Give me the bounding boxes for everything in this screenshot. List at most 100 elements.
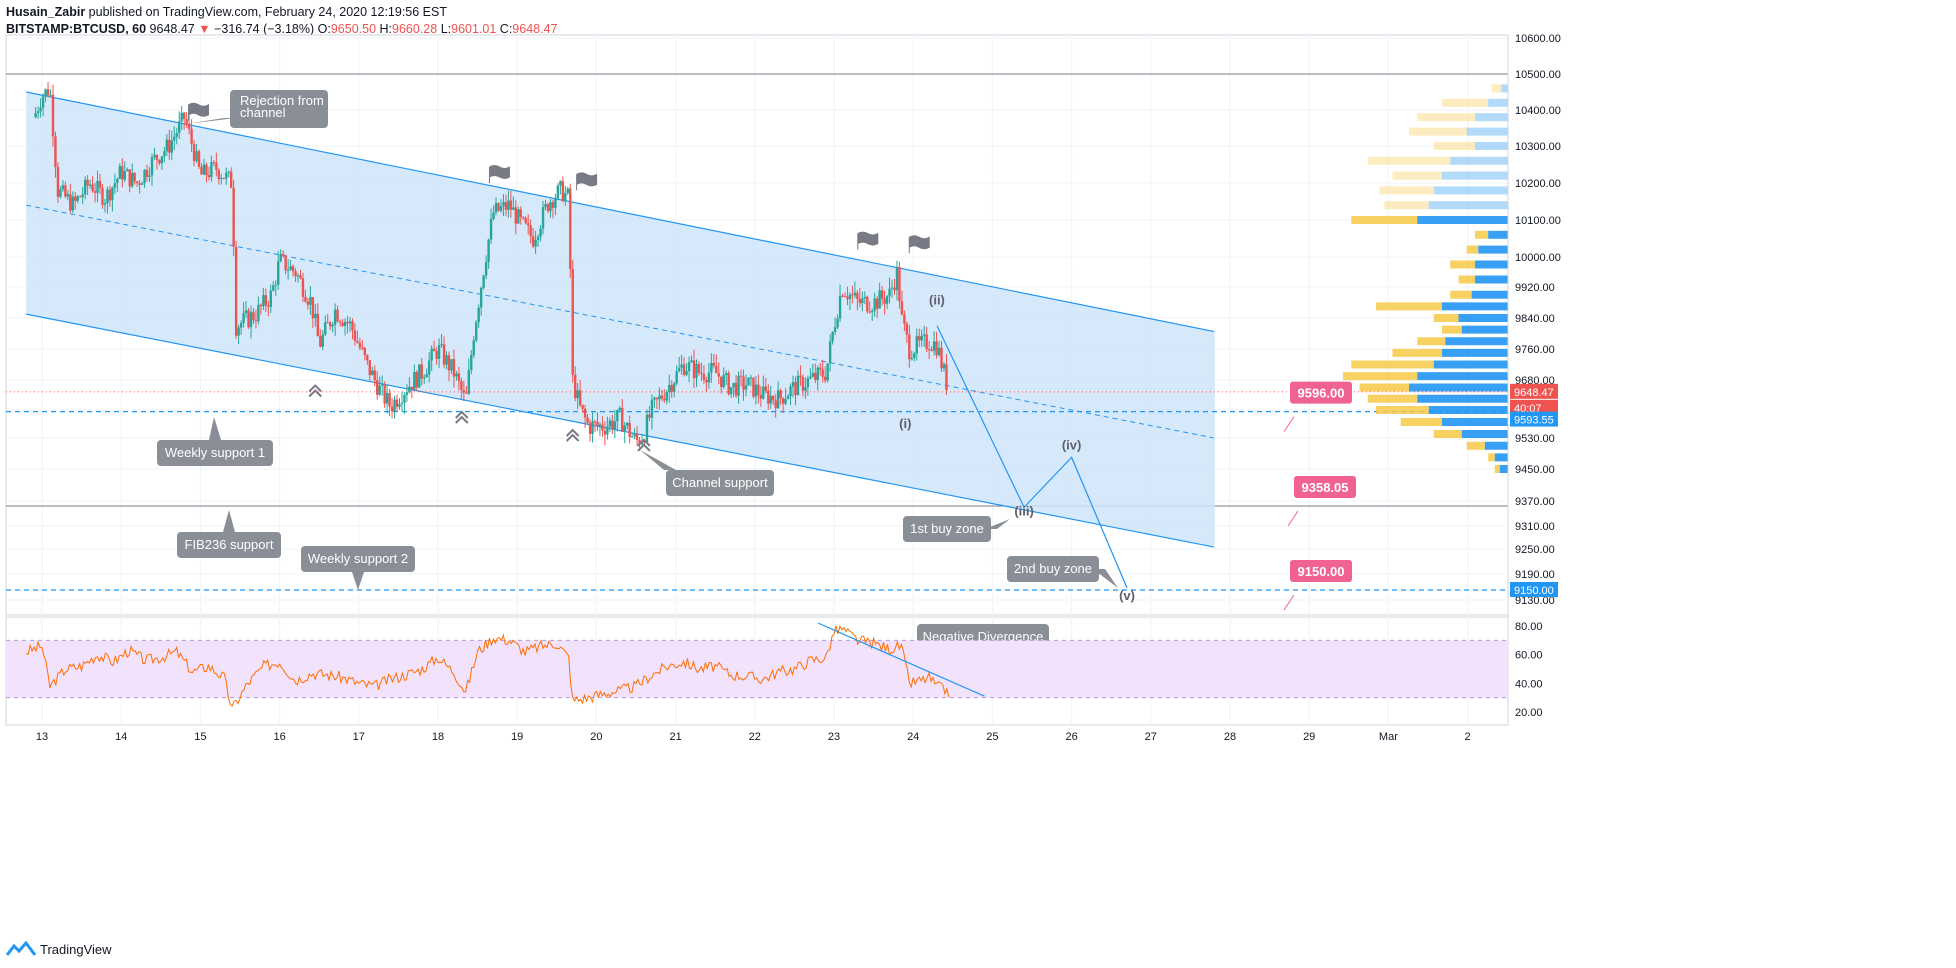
callout-pointer xyxy=(985,519,1010,529)
symbol-label[interactable]: BITSTAMP:BTCUSD, 60 xyxy=(6,22,147,36)
price-tick: 9450.00 xyxy=(1515,464,1555,476)
candle-body xyxy=(284,255,287,271)
candle-body xyxy=(616,409,619,422)
time-tick: 19 xyxy=(511,731,523,743)
candle-body xyxy=(296,275,300,277)
candle-body xyxy=(420,364,423,379)
candle-body xyxy=(215,162,218,170)
price-tag-pointer xyxy=(1287,510,1299,527)
candle-body xyxy=(789,386,792,397)
author-name[interactable]: Husain_Zabir xyxy=(6,5,86,19)
candle-body xyxy=(155,154,159,160)
volume-profile-bar-down xyxy=(1458,275,1475,284)
candle-body xyxy=(645,414,649,443)
candle-body xyxy=(670,384,673,392)
candle-body xyxy=(351,321,354,331)
candle-body xyxy=(559,181,562,186)
candle-body xyxy=(410,386,414,390)
channel-fill xyxy=(26,92,1215,548)
volume-profile-bar-down xyxy=(1475,230,1489,239)
candle-body xyxy=(81,194,84,198)
candle-body xyxy=(103,203,107,205)
rsi-line xyxy=(26,624,950,708)
channel-mid-line xyxy=(26,204,1215,439)
volume-profile-bar-down xyxy=(1442,325,1462,334)
candle-body xyxy=(623,425,626,432)
brand-name[interactable]: TradingView xyxy=(40,941,112,957)
candle-body xyxy=(700,372,703,374)
candle-body xyxy=(445,355,448,365)
candle-body xyxy=(519,209,522,218)
volume-profile-bar-up xyxy=(1442,348,1508,357)
candle-body xyxy=(663,398,666,401)
double-chevron-icon xyxy=(455,410,469,424)
candle-body xyxy=(371,370,374,376)
candle-body xyxy=(294,271,297,277)
candle-body xyxy=(816,367,819,381)
candle-body xyxy=(232,187,235,247)
divergence-line xyxy=(817,622,985,697)
candle-body xyxy=(499,206,503,211)
candle-body xyxy=(826,363,829,381)
candle-body xyxy=(673,383,676,392)
candle-body xyxy=(705,379,708,383)
candle-body xyxy=(650,399,654,418)
price-tag-text: 9596.00 xyxy=(1298,386,1345,401)
candle-body xyxy=(625,423,629,426)
candle-body xyxy=(883,298,886,304)
candle-body xyxy=(742,376,745,390)
candle-body xyxy=(281,254,285,256)
candle-body xyxy=(932,341,936,351)
candle-body xyxy=(229,171,233,188)
candle-body xyxy=(237,327,240,336)
publish-line: Husain_Zabir published on TradingView.co… xyxy=(6,4,557,21)
candle-body xyxy=(239,322,243,328)
candle-body xyxy=(546,203,550,212)
close-label: C: xyxy=(499,22,513,36)
callout-box xyxy=(903,516,991,542)
candle-body xyxy=(831,331,834,342)
candle-body xyxy=(890,287,894,289)
candle-body xyxy=(170,140,173,153)
wave-label-2: (ii) xyxy=(929,292,945,307)
candle-body xyxy=(918,336,921,341)
candle-body xyxy=(846,296,849,300)
candle-body xyxy=(687,362,691,372)
candle-body xyxy=(618,407,621,410)
price-tick: 9920.00 xyxy=(1515,282,1555,294)
candle-body xyxy=(900,301,904,315)
candle-body xyxy=(544,203,547,207)
candle-body xyxy=(895,266,899,291)
candles xyxy=(34,81,948,449)
candle-body xyxy=(484,261,488,276)
candle-body xyxy=(875,298,879,309)
callout-text-5: Channel support xyxy=(672,475,768,490)
candle-body xyxy=(83,179,87,195)
candle-body xyxy=(363,347,367,356)
candle-body xyxy=(635,434,639,440)
candle-body xyxy=(744,385,748,390)
candle-body xyxy=(571,268,574,375)
candle-body xyxy=(749,377,753,379)
candle-body xyxy=(69,194,72,211)
candle-body xyxy=(809,376,812,379)
open-label: O: xyxy=(317,22,331,36)
time-tick: 17 xyxy=(353,731,365,743)
candle-body xyxy=(843,295,847,297)
candle-body xyxy=(405,392,409,395)
candle-body xyxy=(195,151,198,162)
candle-body xyxy=(871,310,874,313)
candle-body xyxy=(210,162,213,178)
candle-body xyxy=(507,200,510,210)
candle-body xyxy=(514,207,518,224)
candle-body xyxy=(324,322,327,335)
candle-body xyxy=(242,313,245,323)
time-tick: 2 xyxy=(1465,731,1471,743)
candle-body xyxy=(289,266,292,270)
candle-body xyxy=(648,414,651,418)
candle-body xyxy=(821,369,824,377)
volume-profile-bar-down xyxy=(1376,302,1442,311)
volume-profile-bar-up xyxy=(1442,418,1508,426)
candle-body xyxy=(945,364,948,391)
